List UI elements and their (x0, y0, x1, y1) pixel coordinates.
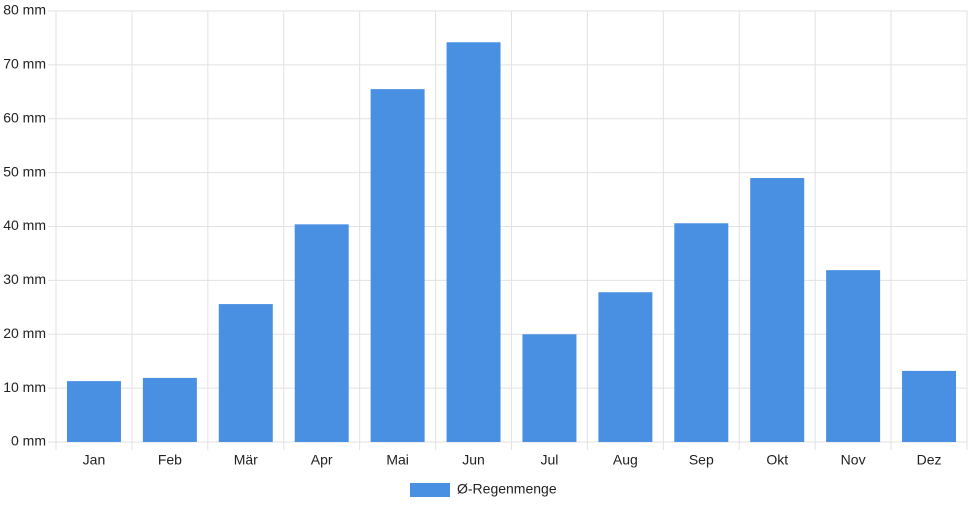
x-tick-label: Mär (234, 452, 258, 468)
y-tick-label: 10 mm (3, 379, 46, 395)
bar (370, 89, 425, 443)
bar (446, 42, 501, 443)
bar (674, 223, 729, 442)
bar (522, 334, 577, 442)
x-tick-label: Apr (311, 452, 333, 468)
bar (750, 178, 805, 442)
x-tick-label: Aug (613, 452, 638, 468)
legend-label: Ø-Regenmenge (457, 481, 557, 497)
bar (218, 304, 273, 442)
x-tick-label: Nov (841, 452, 866, 468)
x-tick-label: Jul (541, 452, 559, 468)
bar (142, 377, 197, 442)
bar (902, 370, 957, 442)
x-tick-label: Dez (917, 452, 942, 468)
y-tick-label: 50 mm (3, 163, 46, 179)
bar (294, 224, 349, 442)
x-tick-label: Mai (386, 452, 409, 468)
y-tick-label: 30 mm (3, 271, 46, 287)
bar (66, 381, 121, 442)
y-tick-label: 0 mm (11, 433, 46, 449)
x-tick-label: Okt (766, 452, 788, 468)
legend-swatch (410, 483, 450, 497)
y-tick-label: 20 mm (3, 325, 46, 341)
x-tick-label: Jan (83, 452, 106, 468)
y-tick-label: 80 mm (3, 2, 46, 18)
y-tick-label: 70 mm (3, 56, 46, 72)
x-tick-label: Feb (158, 452, 182, 468)
x-tick-label: Sep (689, 452, 714, 468)
bar (826, 270, 881, 442)
x-tick-label: Jun (462, 452, 485, 468)
y-tick-label: 60 mm (3, 109, 46, 125)
bar (598, 292, 653, 442)
y-tick-label: 40 mm (3, 217, 46, 233)
